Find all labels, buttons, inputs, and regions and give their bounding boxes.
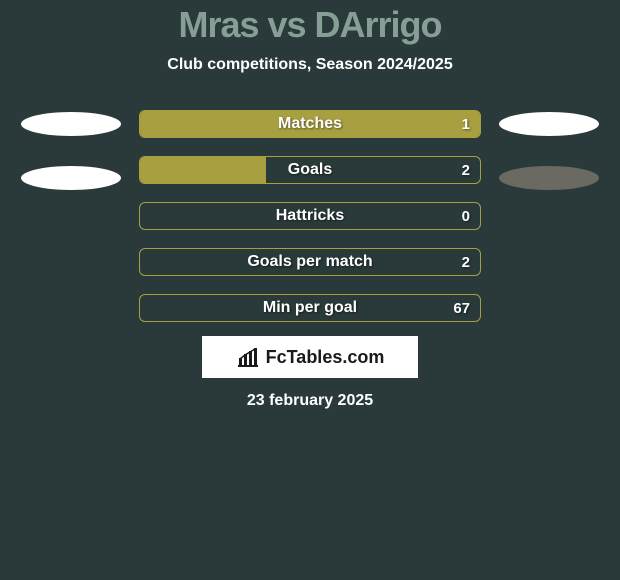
left-player-col — [21, 110, 121, 190]
logo-text: FcTables.com — [266, 347, 385, 368]
stats-bars: Matches1Goals2Hattricks0Goals per match2… — [139, 110, 481, 322]
stat-row: Matches1 — [139, 110, 481, 138]
stat-label: Hattricks — [140, 203, 480, 229]
player-shape — [21, 166, 121, 190]
bar-chart-icon — [236, 346, 260, 368]
stat-value: 0 — [462, 203, 470, 229]
page-title: Mras vs DArrigo — [178, 4, 441, 46]
player-shape — [21, 112, 121, 136]
stat-label: Matches — [140, 111, 480, 137]
stat-row: Goals2 — [139, 156, 481, 184]
comparison-card: Mras vs DArrigo Club competitions, Seaso… — [0, 0, 620, 410]
stat-value: 1 — [462, 111, 470, 137]
stat-label: Goals — [140, 157, 480, 183]
stats-area: Matches1Goals2Hattricks0Goals per match2… — [0, 110, 620, 322]
subtitle: Club competitions, Season 2024/2025 — [167, 56, 452, 74]
stat-label: Goals per match — [140, 249, 480, 275]
player-shape — [499, 112, 599, 136]
stat-row: Goals per match2 — [139, 248, 481, 276]
stat-value: 2 — [462, 157, 470, 183]
stat-row: Hattricks0 — [139, 202, 481, 230]
right-player-col — [499, 110, 599, 190]
date-label: 23 february 2025 — [247, 392, 373, 410]
player-shape — [499, 166, 599, 190]
source-logo: FcTables.com — [202, 336, 418, 378]
stat-value: 67 — [453, 295, 470, 321]
stat-label: Min per goal — [140, 295, 480, 321]
stat-value: 2 — [462, 249, 470, 275]
stat-row: Min per goal67 — [139, 294, 481, 322]
